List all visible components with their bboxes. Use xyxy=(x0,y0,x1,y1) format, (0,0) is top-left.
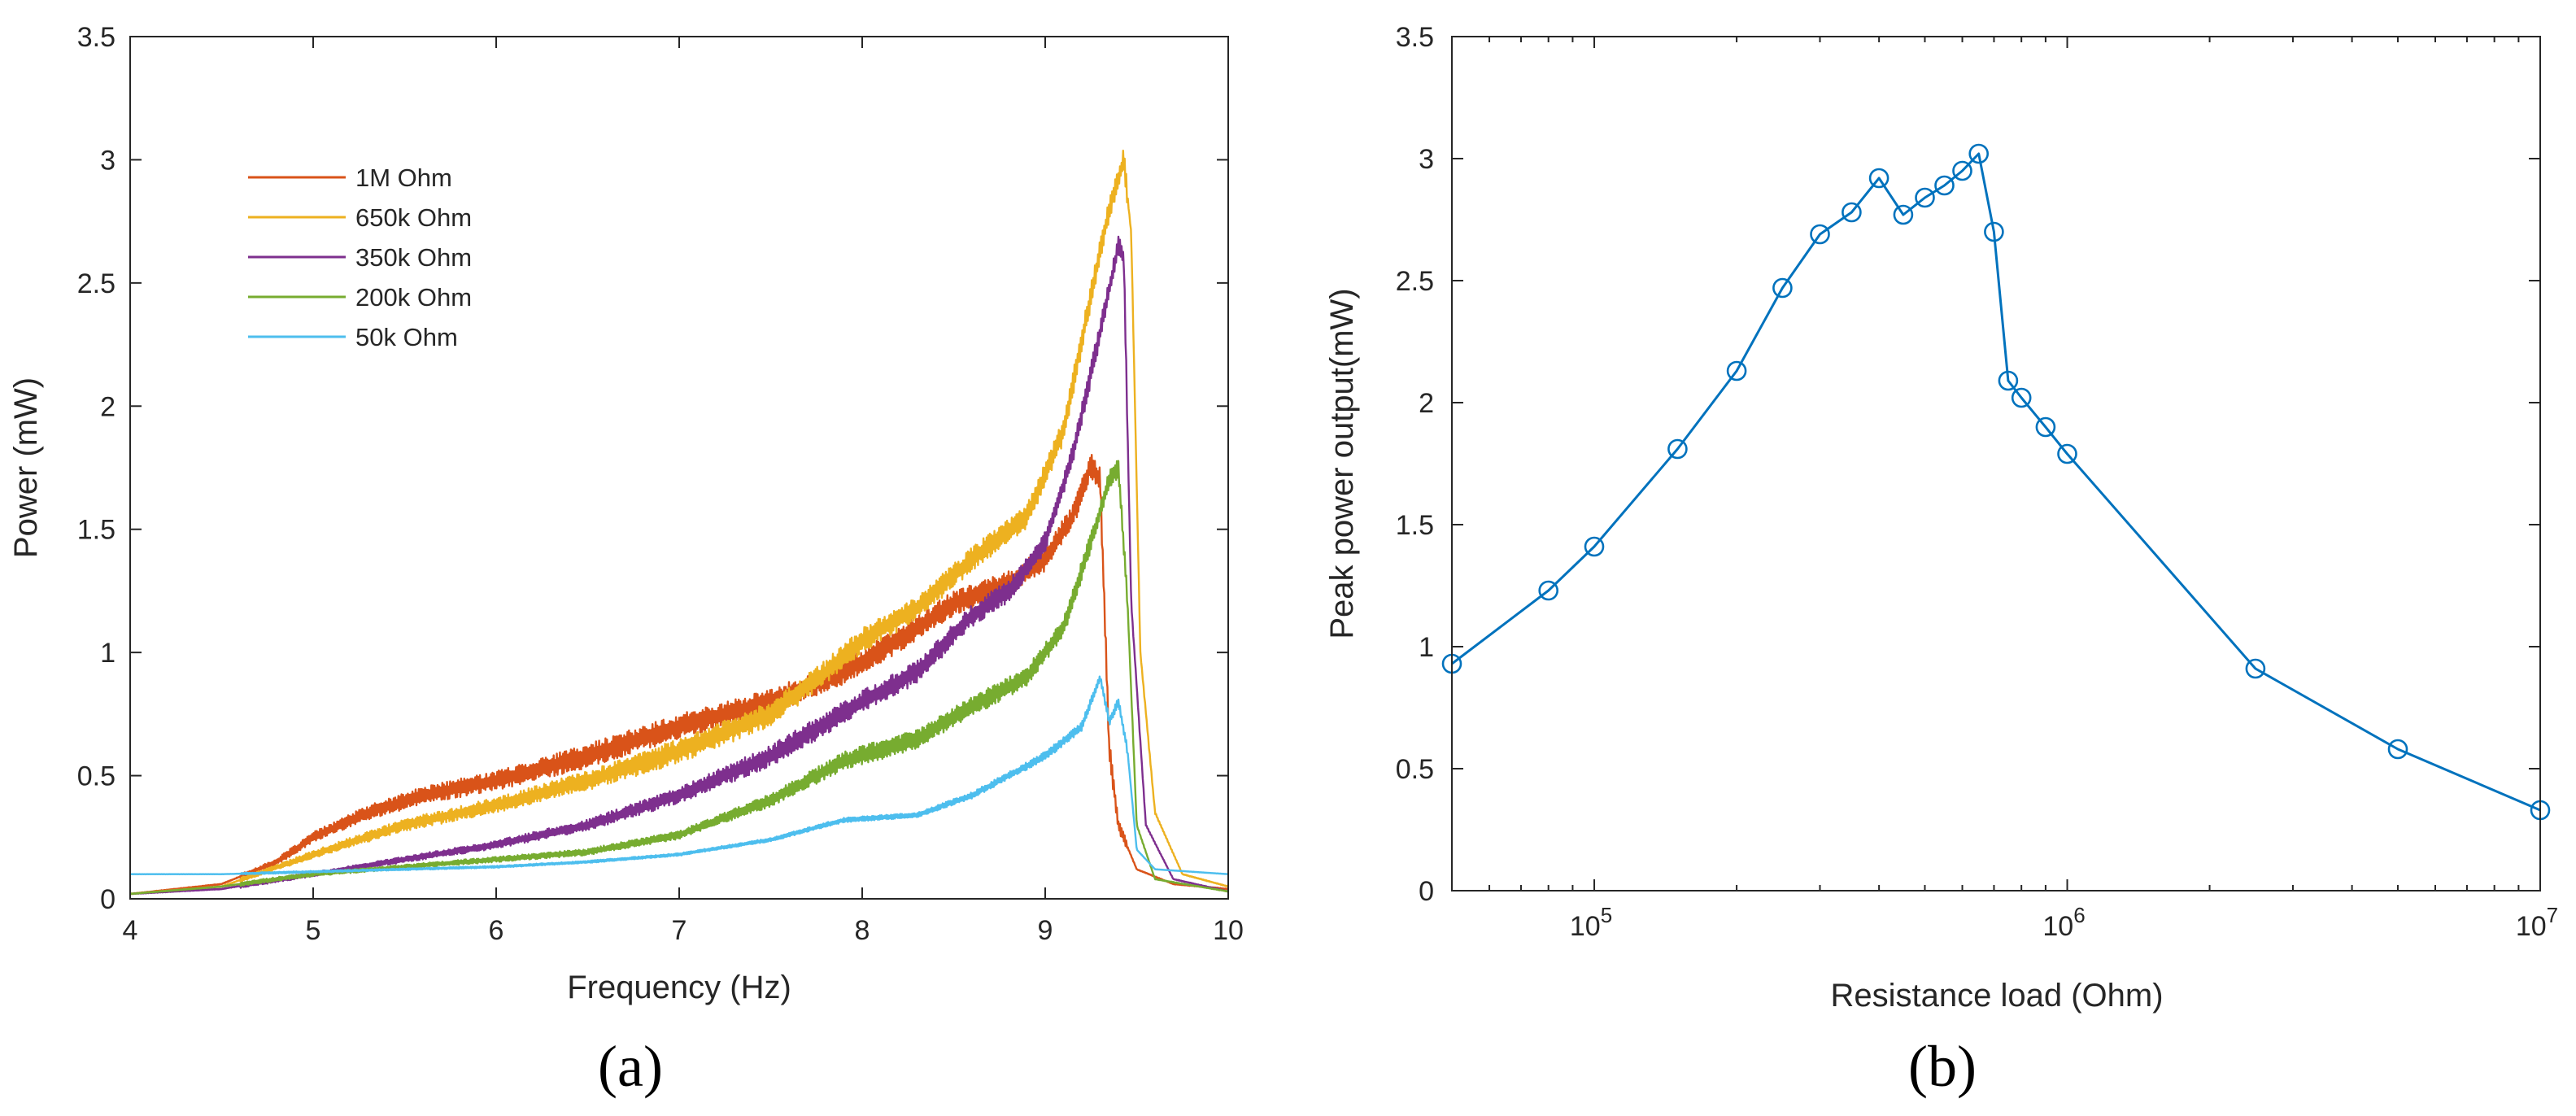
panel-a-xtick-label: 7 xyxy=(672,915,687,946)
panel-a-ytick-label: 3.5 xyxy=(77,22,116,53)
panel-b-xtick-label: 106 xyxy=(2042,903,2085,942)
panel-b-series-line xyxy=(1451,152,2541,812)
panel-b-plot-area xyxy=(1452,37,2540,891)
panel-a-xtick-label: 4 xyxy=(123,915,138,946)
panel-b-data-point xyxy=(1952,160,1972,181)
panel-b-label: (b) xyxy=(1908,1034,1977,1099)
panel-a-xtick-label: 5 xyxy=(306,915,321,946)
panel-a-xtick-label: 8 xyxy=(855,915,870,946)
panel-b-data-point xyxy=(1915,187,1935,208)
panel-a-ytick-label: 1.5 xyxy=(77,515,116,546)
panel-a-series-line xyxy=(129,675,1229,876)
panel-b-data-point xyxy=(1810,224,1830,245)
panel-b-ytick-label: 2.5 xyxy=(1396,266,1434,297)
panel-b-ytick-label: 2 xyxy=(1419,388,1434,419)
panel-a-xtick-label: 9 xyxy=(1038,915,1053,946)
panel-b-data-point xyxy=(1868,168,1890,189)
panel-a-legend-entry: 1M Ohm xyxy=(355,163,452,192)
panel-a-legend: 1M Ohm 650k Ohm 350k Ohm 200k Ohm 50k Ohm xyxy=(248,163,472,351)
panel-b-data-point xyxy=(1842,202,1862,223)
panel-b-data-point xyxy=(1538,580,1558,601)
panel-b-data-point xyxy=(2011,387,2032,408)
panel-b-data-point xyxy=(1772,277,1793,299)
panel-b-ytick-label: 1 xyxy=(1419,632,1434,663)
panel-a-plot-area xyxy=(130,37,1228,899)
panel-a-series-line xyxy=(129,454,1229,896)
panel-a-ytick-label: 1 xyxy=(100,638,116,669)
panel-b-xtick-label: 105 xyxy=(1570,903,1612,942)
panel-a-xtick-label: 10 xyxy=(1213,915,1244,946)
panel-b-chart: 105 106 107 0 0.5 1 1.5 2 2.5 3 3.5 Resistance loa… xyxy=(1324,22,2558,1099)
panel-a-label: (a) xyxy=(598,1034,663,1099)
panel-b-data-point xyxy=(1934,175,1955,196)
panel-b-data-point xyxy=(2387,739,2408,760)
panel-a-ytick-label: 3 xyxy=(100,145,116,176)
panel-b-data-point xyxy=(2035,416,2056,438)
panel-a-ytick-label: 2.5 xyxy=(77,268,116,299)
panel-a-legend-entry: 200k Ohm xyxy=(355,283,472,312)
panel-a-legend-entry: 350k Ohm xyxy=(355,243,472,272)
panel-b-ytick-label: 3.5 xyxy=(1396,22,1434,53)
panel-b-data-point xyxy=(1968,143,1989,164)
panel-a-legend-entry: 50k Ohm xyxy=(355,323,458,351)
panel-b-data-point xyxy=(1726,360,1747,381)
panel-b-data-point xyxy=(1584,536,1605,557)
panel-b-data-point xyxy=(2057,443,2077,464)
panel-a-ylabel: Power (mW) xyxy=(8,377,44,558)
panel-a-ytick-label: 0.5 xyxy=(77,761,116,792)
panel-b-data-point xyxy=(1667,438,1688,460)
panel-b-data-point xyxy=(1998,370,2019,391)
panel-a-series-line xyxy=(129,460,1229,896)
panel-b-xlabel: Resistance load (Ohm) xyxy=(1830,978,2163,1014)
panel-b-data-point xyxy=(1893,204,1914,225)
panel-a-ytick-label: 0 xyxy=(100,884,116,915)
panel-b-ytick-label: 0.5 xyxy=(1396,754,1434,785)
panel-b-xtick-label: 107 xyxy=(2516,903,2558,942)
panel-b-ylabel: Peak power output(mW) xyxy=(1324,288,1360,639)
panel-a-xtick-label: 6 xyxy=(489,915,504,946)
panel-b-axes-box xyxy=(1451,36,2541,891)
panel-a-axes-box xyxy=(129,36,1229,900)
panel-b-data-point xyxy=(1984,221,2004,242)
panel-b-data-point xyxy=(2245,658,2266,679)
panel-a-ytick-label: 2 xyxy=(100,391,116,422)
panel-a-legend-entry: 650k Ohm xyxy=(355,203,472,232)
panel-b-ytick-label: 0 xyxy=(1419,876,1434,907)
panel-a-xlabel: Frequency (Hz) xyxy=(567,970,791,1005)
panel-b-ytick-label: 1.5 xyxy=(1396,510,1434,541)
panel-a-series-line xyxy=(129,150,1229,896)
panel-b-ytick-label: 3 xyxy=(1419,144,1434,175)
